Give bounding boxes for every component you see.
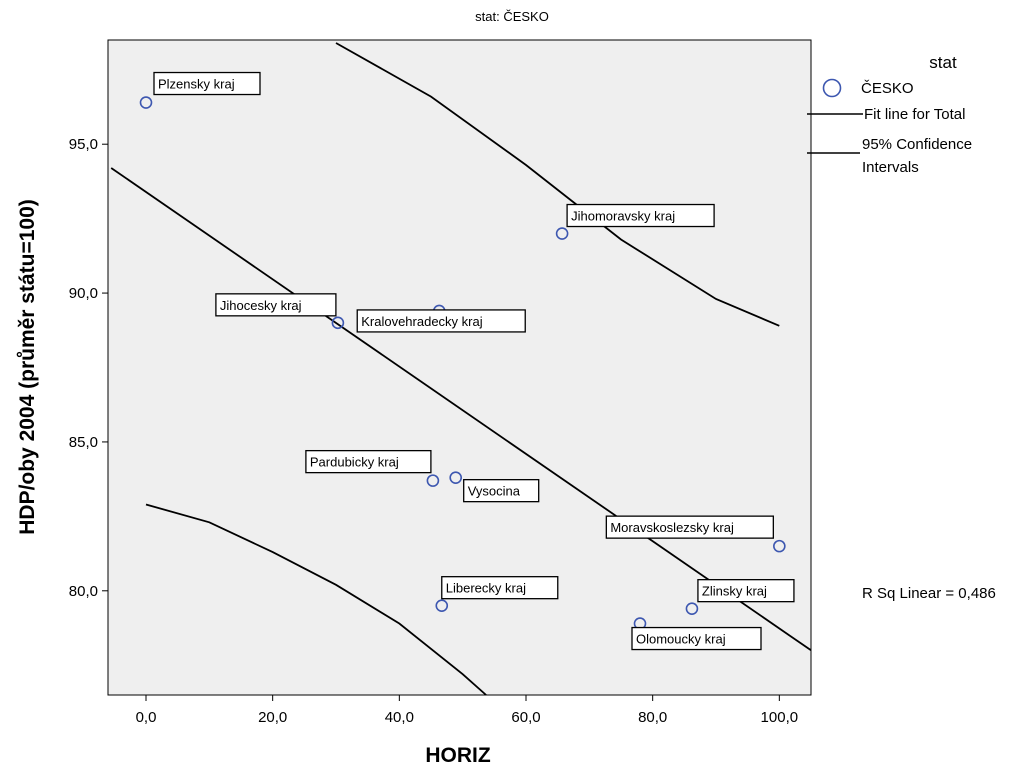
point-label-box xyxy=(215,293,337,317)
point-label: Zlinsky kraj xyxy=(702,584,767,599)
point-label: Moravskoslezsky kraj xyxy=(610,520,734,535)
x-tick-label: 60,0 xyxy=(511,709,540,726)
point-label-box xyxy=(305,449,432,474)
regression-lines xyxy=(110,42,812,696)
point-label-box xyxy=(566,203,715,228)
point-label: Jihomoravsky kraj xyxy=(571,209,675,224)
point-label: Liberecky kraj xyxy=(446,581,526,596)
data-point xyxy=(331,316,345,330)
legend-fit-label: Fit line for Total xyxy=(864,106,965,123)
axis-ticks: 0,0 20,0 40,0 60,0 80,0 100,0 80,0 85,0 90,0 95,0 xyxy=(69,136,798,726)
x-tick-label: 40,0 xyxy=(385,709,414,726)
point-label-box xyxy=(153,71,261,96)
x-axis-title: HORIZ xyxy=(425,744,491,767)
r-squared-label: R Sq Linear = 0,486 xyxy=(862,585,996,602)
x-tick-label: 20,0 xyxy=(258,709,287,726)
point-label-box xyxy=(697,579,795,603)
x-tick-label: 0,0 xyxy=(136,709,157,726)
data-point xyxy=(435,599,449,612)
data-points xyxy=(139,96,786,630)
data-point xyxy=(139,96,153,109)
point-label: Olomoucky kraj xyxy=(636,632,726,647)
point-label: Pardubicky kraj xyxy=(310,455,399,470)
legend-marker-icon xyxy=(822,78,842,98)
chart-title: stat: ČESKO xyxy=(475,9,549,24)
x-tick-label: 80,0 xyxy=(638,709,667,726)
point-label-box xyxy=(631,626,762,651)
data-point xyxy=(685,602,699,615)
legend-title: stat xyxy=(929,53,957,72)
legend-ci-label: 95% Confidence xyxy=(862,136,972,153)
point-label-box xyxy=(356,309,526,333)
fit-line xyxy=(110,167,812,652)
y-tick-label: 80,0 xyxy=(69,583,98,600)
y-tick-label: 95,0 xyxy=(69,136,98,153)
data-point xyxy=(449,471,463,484)
data-point xyxy=(426,474,440,487)
legend: stat ČESKO Fit line for Total 95% Confid… xyxy=(807,53,972,176)
data-point xyxy=(555,227,569,240)
legend-marker-label: ČESKO xyxy=(861,80,914,97)
y-tick-label: 90,0 xyxy=(69,285,98,302)
x-tick-label: 100,0 xyxy=(761,709,799,726)
point-label: Plzensky kraj xyxy=(158,77,235,92)
point-label-box xyxy=(463,479,540,503)
ci-upper-line xyxy=(335,42,780,327)
data-point xyxy=(773,539,786,553)
point-label: Jihocesky kraj xyxy=(220,298,302,313)
ci-lower-line xyxy=(145,503,487,696)
y-axis-title: HDP/oby 2004 (průměr státu=100) xyxy=(16,199,39,535)
point-label-box xyxy=(441,576,559,600)
legend-ci-label-2: Intervals xyxy=(862,159,919,176)
point-label: Vysocina xyxy=(468,484,521,499)
point-labels: Plzensky kraj Jihomoravsky kraj Jihocesky … xyxy=(153,71,795,651)
point-label: Kralovehradecky kraj xyxy=(361,314,482,329)
point-label-box xyxy=(605,515,774,539)
y-tick-label: 85,0 xyxy=(69,434,98,451)
